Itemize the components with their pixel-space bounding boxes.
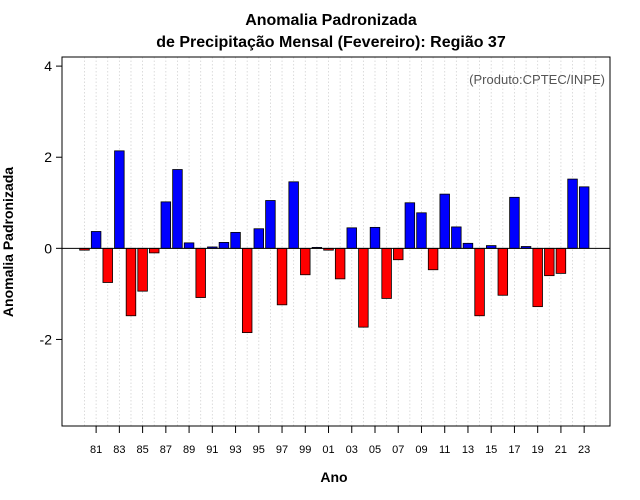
x-tick-label: 03 bbox=[346, 444, 358, 456]
bar-83 bbox=[114, 150, 125, 249]
bar-96 bbox=[265, 200, 276, 249]
x-tick-label: 23 bbox=[578, 444, 590, 456]
bar-07 bbox=[393, 247, 404, 261]
bar-86 bbox=[149, 247, 160, 254]
bar-84 bbox=[125, 247, 137, 317]
y-tick-label: 0 bbox=[44, 240, 52, 256]
x-axis-label: Ano bbox=[320, 469, 347, 485]
bar-88 bbox=[172, 169, 183, 249]
bar-20 bbox=[544, 247, 555, 277]
x-tick-label: 97 bbox=[276, 444, 288, 456]
x-tick-label: 09 bbox=[415, 444, 427, 456]
bar-23 bbox=[578, 186, 590, 249]
bar-09 bbox=[416, 212, 427, 249]
x-tick-label: 21 bbox=[555, 444, 567, 456]
x-tick-label: 91 bbox=[206, 444, 218, 456]
plot-area-frame bbox=[61, 56, 611, 427]
bar-21 bbox=[555, 247, 567, 274]
x-tick-label: 07 bbox=[392, 444, 404, 456]
bar-05 bbox=[369, 226, 381, 249]
chart-subtitle: de Precipitação Mensal (Fevereiro): Regi… bbox=[156, 34, 506, 51]
x-tick-label: 05 bbox=[369, 444, 381, 456]
bar-14 bbox=[474, 247, 485, 317]
bar-19 bbox=[532, 247, 543, 308]
bar-04 bbox=[358, 247, 369, 328]
bar-95 bbox=[253, 228, 265, 249]
x-tick-label: 15 bbox=[485, 444, 497, 456]
bar-97 bbox=[276, 247, 288, 306]
bar-16 bbox=[497, 247, 509, 296]
chart-title: Anomalia Padronizada bbox=[245, 12, 417, 29]
y-tick-label: -2 bbox=[40, 331, 53, 347]
x-tick-label: 99 bbox=[299, 444, 311, 456]
x-tick-label: 95 bbox=[253, 444, 265, 456]
bar-81 bbox=[90, 231, 102, 249]
x-tick-label: 87 bbox=[160, 444, 172, 456]
bar-22 bbox=[567, 178, 578, 249]
bar-03 bbox=[346, 227, 357, 249]
bar-85 bbox=[137, 247, 148, 292]
bar-12 bbox=[451, 226, 462, 249]
x-tick-label: 89 bbox=[183, 444, 195, 456]
x-tick-label: 85 bbox=[136, 444, 148, 456]
bar-10 bbox=[427, 247, 439, 271]
product-annotation: (Produto:CPTEC/INPE) bbox=[469, 72, 605, 87]
bar-17 bbox=[509, 196, 520, 249]
x-tick-label: 93 bbox=[229, 444, 241, 456]
x-tick-label: 01 bbox=[322, 444, 334, 456]
bar-13 bbox=[462, 242, 474, 249]
bar-92 bbox=[218, 242, 230, 249]
y-axis-label: Anomalia Padronizada bbox=[0, 167, 16, 317]
bar-98 bbox=[288, 181, 299, 249]
bar-02 bbox=[334, 247, 346, 280]
x-tick-label: 11 bbox=[439, 444, 450, 456]
bar-90 bbox=[195, 247, 206, 298]
x-tick-label: 81 bbox=[90, 444, 102, 456]
bar-11 bbox=[439, 193, 450, 249]
bar-87 bbox=[160, 201, 172, 249]
y-tick-label: 2 bbox=[44, 149, 52, 165]
bar-08 bbox=[404, 202, 416, 249]
y-tick-label: 4 bbox=[44, 58, 52, 74]
bar-82 bbox=[102, 247, 113, 283]
y-axis: -2 0 2 4 bbox=[40, 58, 62, 347]
x-tick-label: 13 bbox=[462, 444, 474, 456]
bar-89 bbox=[183, 242, 195, 249]
x-tick-label: 19 bbox=[532, 444, 544, 456]
x-tick-label: 83 bbox=[113, 444, 125, 456]
x-axis: 81 83 85 87 89 91 93 95 97 99 01 03 05 07 09 11 13 15 17 19… bbox=[90, 426, 590, 456]
bar-93 bbox=[230, 231, 241, 249]
bars bbox=[79, 150, 590, 334]
bar-06 bbox=[381, 247, 392, 299]
bar-94 bbox=[241, 247, 253, 334]
x-tick-label: 17 bbox=[508, 444, 520, 456]
bar-99 bbox=[300, 247, 311, 276]
